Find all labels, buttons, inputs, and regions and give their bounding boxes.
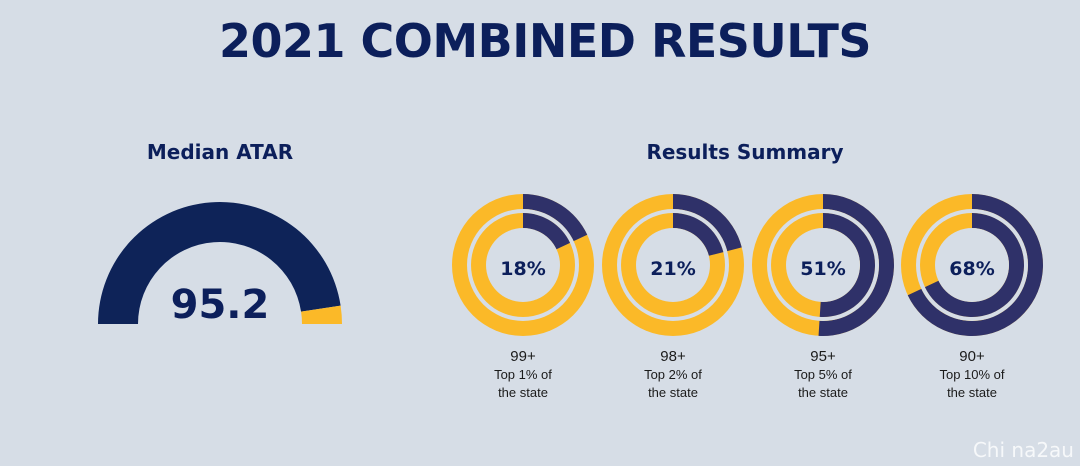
results-summary-heading: Results Summary <box>646 140 844 164</box>
donut-caption: 99+ Top 1% of the state <box>463 347 583 402</box>
watermark: Chi na2au <box>972 438 1074 462</box>
gauge-track <box>98 202 341 324</box>
rank-description-line1: Top 10% of <box>939 367 1005 382</box>
donut-segment <box>818 194 894 336</box>
donut-hole <box>636 228 710 302</box>
rank-label: 90+ <box>959 348 985 365</box>
donut-hole <box>486 228 560 302</box>
donut-percent-label: 51% <box>800 258 845 280</box>
donut-hole <box>786 228 860 302</box>
rank-description-line1: Top 2% of <box>644 367 702 382</box>
donut-caption: 95+ Top 5% of the state <box>763 347 883 402</box>
donut-segment <box>673 194 742 252</box>
donut-hole <box>935 228 1009 302</box>
rank-description-line1: Top 1% of <box>494 367 552 382</box>
donut-inner-segment <box>523 212 571 250</box>
rank-description-line2: the state <box>798 385 848 400</box>
page-title: 2021 COMBINED RESULTS <box>218 14 872 68</box>
rank-label: 99+ <box>510 348 536 365</box>
gauge-fill <box>301 305 342 324</box>
rank-label: 98+ <box>660 348 686 365</box>
rank-description-line1: Top 5% of <box>794 367 852 382</box>
donut-inner-segment <box>673 213 724 256</box>
rank-description-line2: the state <box>498 385 548 400</box>
rank-description-line2: the state <box>648 385 698 400</box>
rank-description-line2: the state <box>947 385 997 400</box>
donut-percent-label: 18% <box>500 258 545 280</box>
rank-label: 95+ <box>810 348 836 365</box>
median-atar-value: 95.2 <box>170 282 270 328</box>
median-atar-heading: Median ATAR <box>146 140 294 164</box>
donut-percent-label: 68% <box>949 258 994 280</box>
donut-segment <box>523 194 588 242</box>
donut-inner-segment <box>924 213 1025 317</box>
donut-caption: 90+ Top 10% of the state <box>912 347 1032 402</box>
donut-percent-label: 21% <box>650 258 695 280</box>
donut-inner-segment <box>819 213 875 318</box>
donut-caption: 98+ Top 2% of the state <box>613 347 733 402</box>
